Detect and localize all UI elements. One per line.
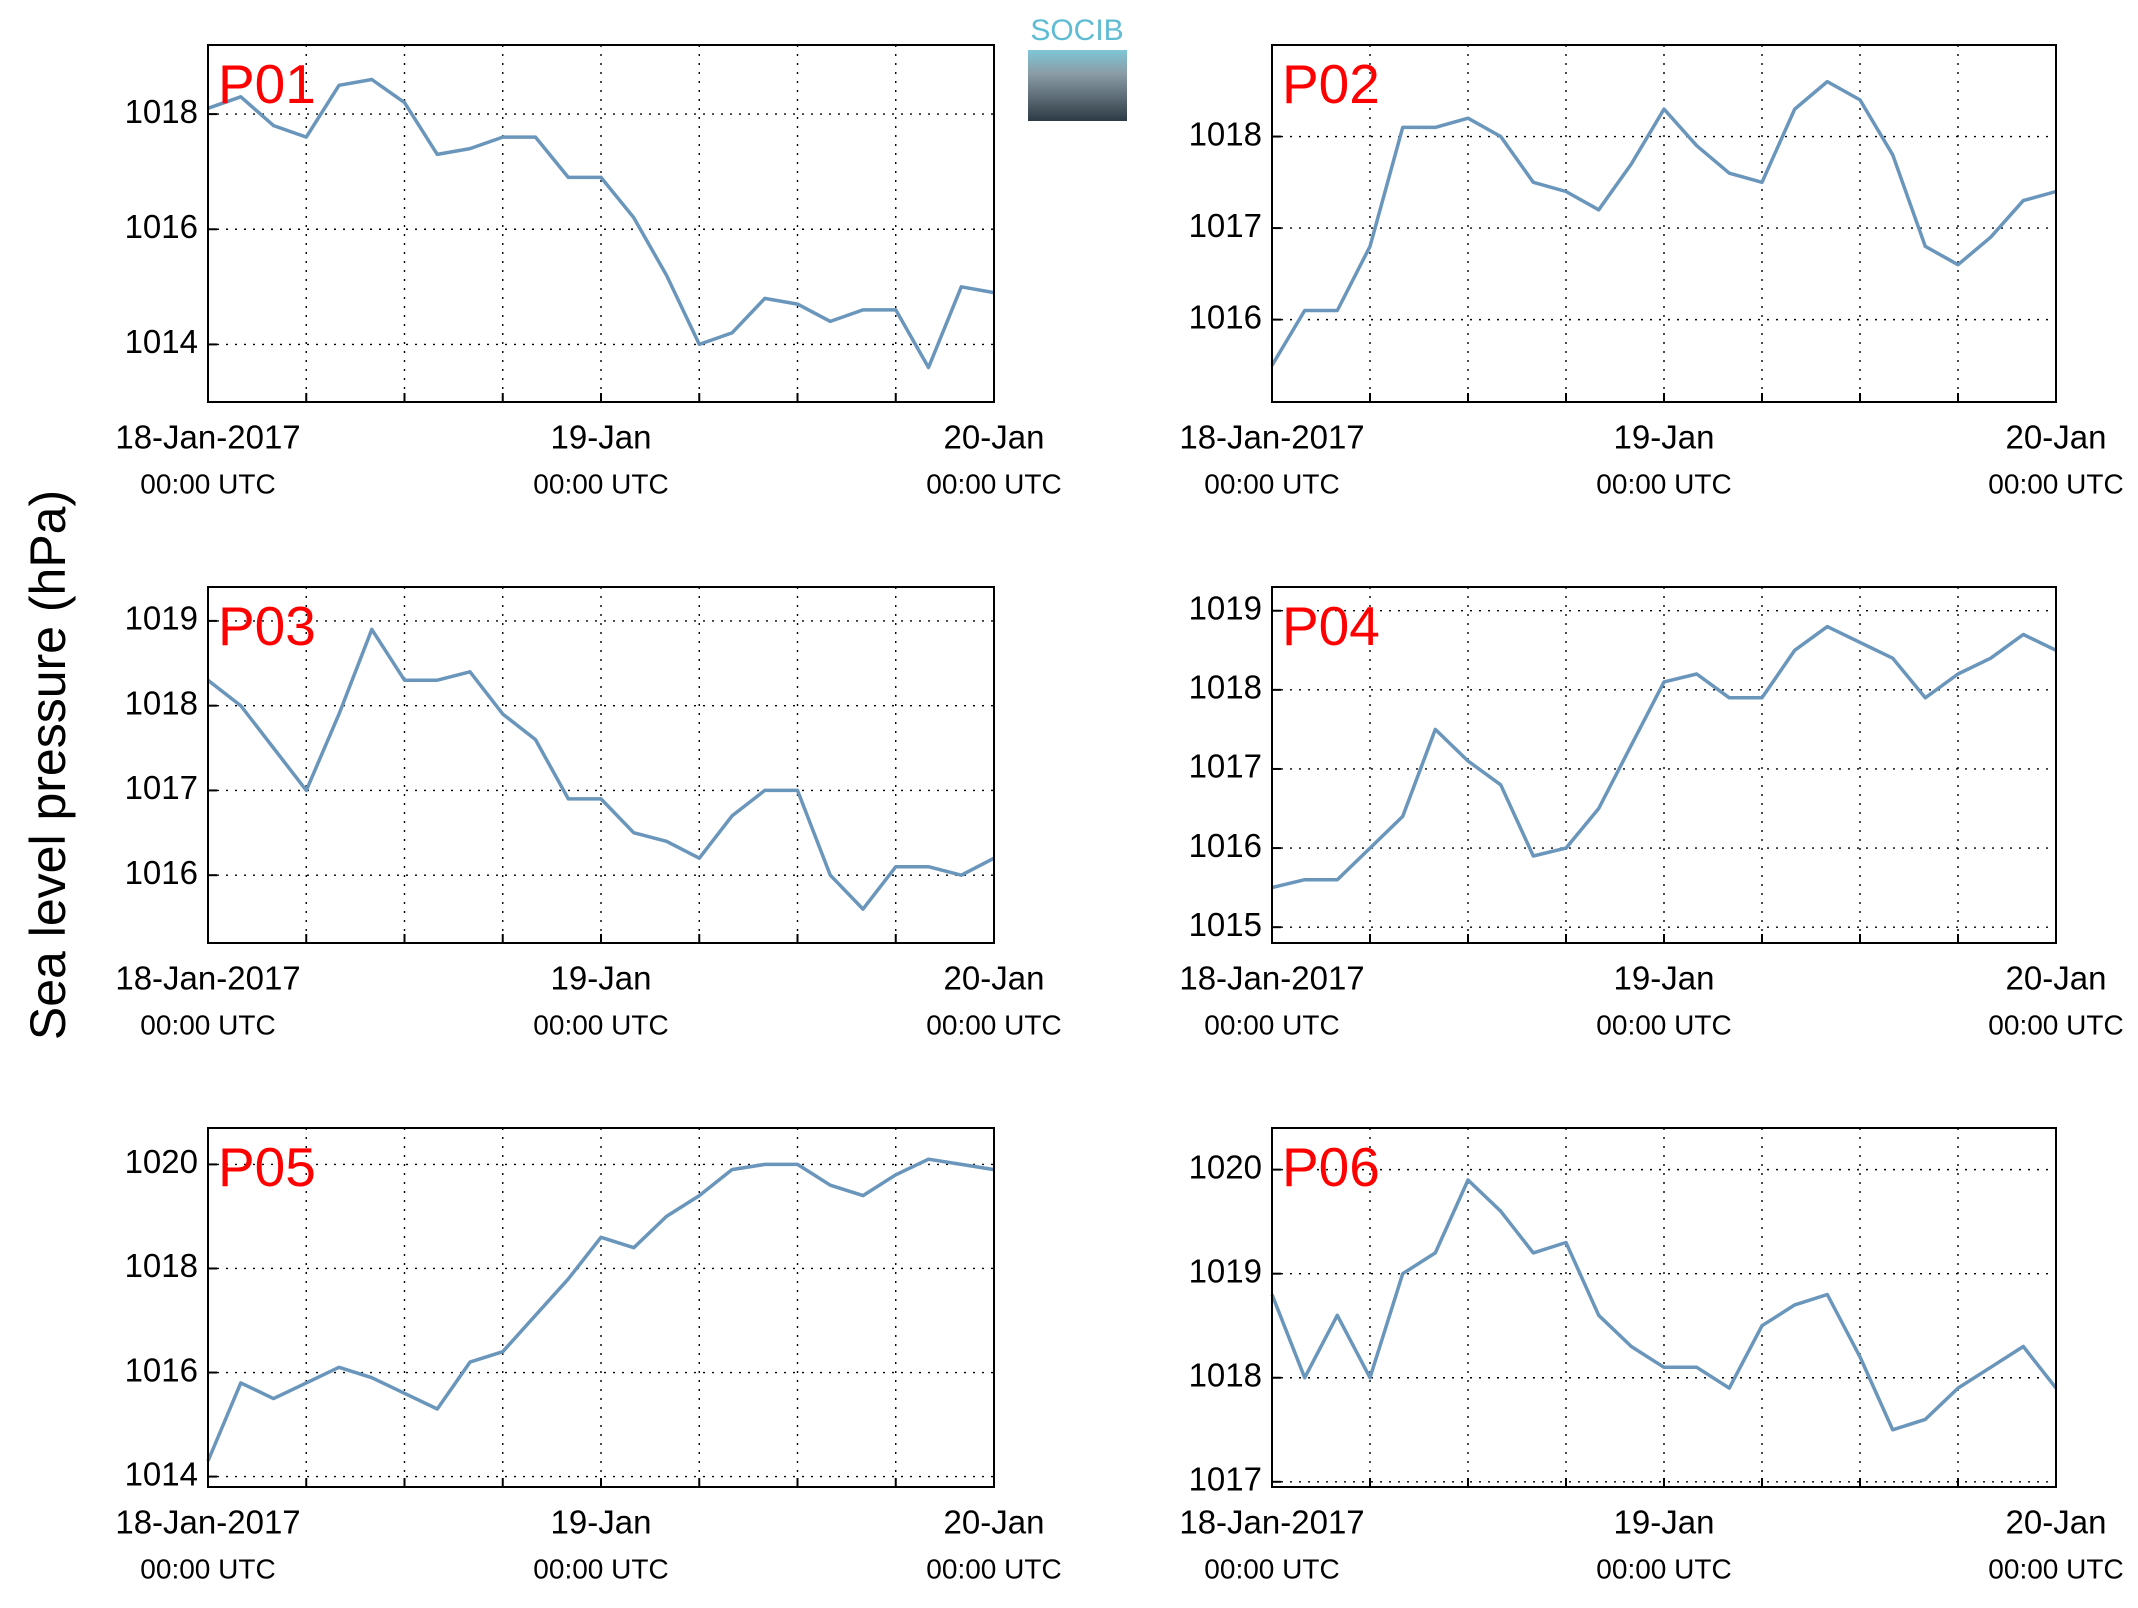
y-tick-label: 1018 (125, 684, 198, 721)
x-tick-label: 00:00 UTC (1596, 468, 1731, 499)
logo-box (1028, 50, 1127, 121)
y-tick-label: 1016 (1189, 827, 1262, 864)
y-tick-label: 1014 (125, 323, 198, 360)
panel: 1017 1018 1019 1020 18-Jan-2017 00:00 UTC 19-J… (1179, 1127, 2124, 1584)
panel-label: P05 (218, 1136, 316, 1198)
panel-label: P06 (1282, 1136, 1380, 1198)
x-tick-label: 18-Jan-2017 (115, 960, 300, 997)
data-line (1270, 1178, 2058, 1432)
y-tick-label: 1017 (1189, 207, 1262, 244)
x-tick-label: 19-Jan (1614, 960, 1715, 997)
panel: 1016 1017 1018 18-Jan-2017 00:00 UTC 19-Jan 00… (1179, 44, 2124, 499)
y-tick-label: 1020 (1189, 1148, 1262, 1185)
y-axis-label: Sea level pressure (hPa) (20, 490, 76, 1040)
x-tick-label: 20-Jan (2006, 419, 2107, 456)
data-line (206, 627, 995, 911)
panel: 1016 1017 1018 1019 18-Jan-2017 00:00 UTC 19-J… (115, 586, 1062, 1040)
y-tick-label: 1019 (125, 600, 198, 637)
panel: 1015 1016 1017 1018 1019 18-Jan-2017 00:00 UTC… (1179, 586, 2124, 1040)
x-tick-label: 00:00 UTC (140, 1553, 275, 1584)
x-tick-label: 20-Jan (944, 960, 1045, 997)
data-line (1271, 624, 2057, 890)
panel: 1014 1016 1018 18-Jan-2017 00:00 UTC 19-Jan 00… (115, 44, 1062, 499)
panel-label: P03 (218, 595, 316, 657)
data-line (207, 77, 995, 370)
x-tick-label: 20-Jan (2006, 1504, 2107, 1541)
y-tick-label: 1015 (1189, 906, 1262, 943)
y-tick-label: 1018 (1189, 115, 1262, 152)
x-tick-label: 19-Jan (551, 1504, 652, 1541)
x-tick-label: 00:00 UTC (140, 468, 275, 499)
y-tick-label: 1018 (125, 93, 198, 130)
y-tick-label: 1016 (125, 208, 198, 245)
x-tick-label: 00:00 UTC (1204, 468, 1339, 499)
x-tick-label: 00:00 UTC (1988, 1553, 2123, 1584)
x-tick-label: 19-Jan (551, 419, 652, 456)
y-tick-label: 1017 (125, 769, 198, 806)
x-tick-label: 00:00 UTC (1596, 1553, 1731, 1584)
data-line (1270, 79, 2057, 367)
logo-text: SOCIB (1030, 14, 1123, 47)
panel: 1014 1016 1018 1020 18-Jan-2017 00:00 UTC 19-J… (115, 1127, 1062, 1584)
logo: SOCIB (1028, 14, 1127, 121)
y-tick-label: 1016 (1189, 298, 1262, 335)
y-tick-label: 1018 (1189, 669, 1262, 706)
x-tick-label: 00:00 UTC (1988, 1009, 2123, 1040)
x-tick-label: 00:00 UTC (926, 1553, 1061, 1584)
data-line (206, 1157, 995, 1462)
y-tick-label: 1019 (1189, 589, 1262, 626)
x-tick-label: 18-Jan-2017 (115, 419, 300, 456)
x-tick-label: 18-Jan-2017 (1179, 1504, 1364, 1541)
x-tick-label: 18-Jan-2017 (1179, 960, 1364, 997)
x-tick-label: 18-Jan-2017 (115, 1504, 300, 1541)
x-tick-label: 19-Jan (1614, 419, 1715, 456)
x-tick-label: 00:00 UTC (926, 468, 1061, 499)
x-tick-label: 20-Jan (944, 1504, 1045, 1541)
x-tick-label: 00:00 UTC (533, 1553, 668, 1584)
x-tick-label: 00:00 UTC (533, 1009, 668, 1040)
x-tick-label: 00:00 UTC (1988, 468, 2123, 499)
y-tick-label: 1019 (1189, 1252, 1262, 1289)
y-tick-label: 1017 (1189, 748, 1262, 785)
axes-frame (207, 1127, 995, 1488)
x-tick-label: 19-Jan (551, 960, 652, 997)
y-tick-label: 1017 (1189, 1461, 1262, 1498)
y-tick-label: 1016 (125, 1351, 198, 1388)
axes-frame (1271, 586, 2057, 944)
axes-frame (1271, 1127, 2057, 1488)
panel-label: P01 (218, 53, 316, 115)
axes-frame (1271, 44, 2057, 403)
x-tick-label: 19-Jan (1614, 1504, 1715, 1541)
x-tick-label: 20-Jan (2006, 960, 2107, 997)
x-tick-label: 00:00 UTC (140, 1009, 275, 1040)
y-tick-label: 1016 (125, 854, 198, 891)
x-tick-label: 00:00 UTC (1204, 1009, 1339, 1040)
panel-label: P02 (1282, 53, 1380, 115)
x-tick-label: 00:00 UTC (926, 1009, 1061, 1040)
y-tick-label: 1014 (125, 1455, 198, 1492)
y-tick-label: 1018 (1189, 1356, 1262, 1393)
y-tick-label: 1020 (125, 1143, 198, 1180)
axes-frame (207, 44, 995, 403)
y-tick-label: 1018 (125, 1247, 198, 1284)
axes-frame (207, 586, 995, 944)
x-tick-label: 00:00 UTC (533, 468, 668, 499)
x-tick-label: 18-Jan-2017 (1179, 419, 1364, 456)
panel-label: P04 (1282, 595, 1380, 657)
x-tick-label: 00:00 UTC (1596, 1009, 1731, 1040)
x-tick-label: 00:00 UTC (1204, 1553, 1339, 1584)
x-tick-label: 20-Jan (944, 419, 1045, 456)
